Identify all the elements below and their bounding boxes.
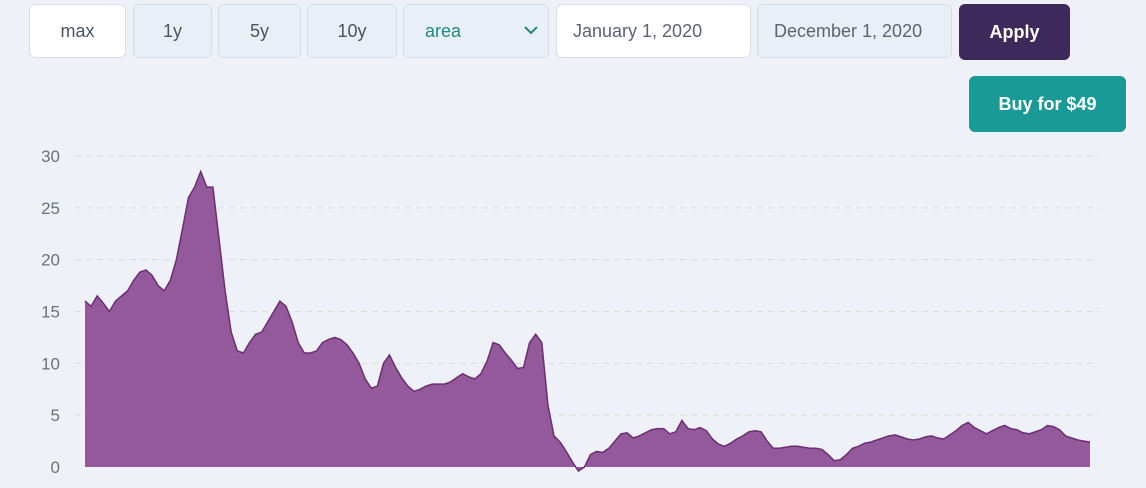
start-date-input[interactable]: January 1, 2020 [556,4,751,58]
buy-button[interactable]: Buy for $49 [969,76,1126,132]
y-axis-ticks: 0 5 10 15 20 25 30 [41,147,60,477]
area-series [85,171,1090,472]
range-5y-button[interactable]: 5y [218,4,301,58]
chevron-down-icon [524,26,538,35]
area-series-line [84,169,1091,473]
y-tick-label: 15 [41,303,60,322]
y-tick-label: 30 [41,147,60,166]
toolbar: max 1y 5y 10y area January 1, 2020 Decem… [0,0,1146,70]
y-tick-label: 25 [41,199,60,218]
end-date-input[interactable]: December 1, 2020 [757,4,952,58]
range-1y-button[interactable]: 1y [133,4,212,58]
y-tick-label: 10 [41,354,60,373]
y-tick-label: 20 [41,251,60,270]
range-max-button[interactable]: max [29,4,126,58]
chart-type-value: area [425,20,462,41]
apply-button[interactable]: Apply [959,4,1070,60]
chart-type-select[interactable]: area [403,4,549,58]
y-tick-label: 5 [51,406,60,425]
y-tick-label: 0 [51,458,60,477]
range-10y-button[interactable]: 10y [307,4,397,58]
